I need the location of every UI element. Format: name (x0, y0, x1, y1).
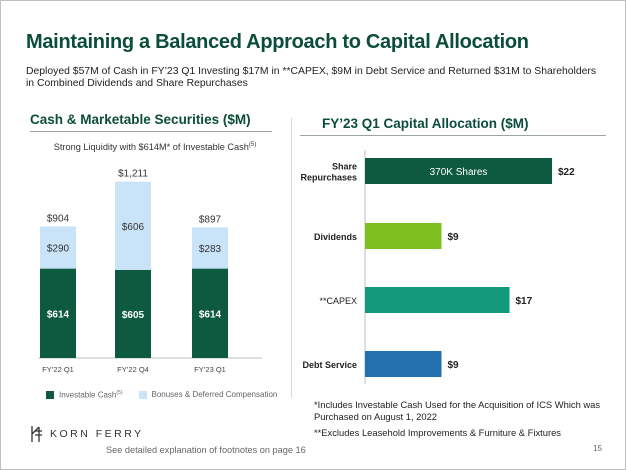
liquidity-note: Strong Liquidity with $614M* of Investab… (30, 142, 280, 152)
category-label: Share Repurchases (300, 162, 357, 183)
footnote-reference: See detailed explanation of footnotes on… (106, 445, 306, 455)
x-tick-label: FY’23 Q1 (194, 365, 226, 374)
data-label-investable-cash: $614 (199, 309, 222, 320)
data-label-total: $897 (199, 214, 222, 225)
legend-label-bonuses: Bonuses & Deferred Compensation (151, 390, 278, 400)
data-label-total: $904 (47, 213, 70, 224)
data-label-bonuses-deferred: $606 (122, 222, 145, 233)
data-label-total: $1,211 (118, 169, 148, 180)
chart-legend: Investable Cash(5) Bonuses & Deferred Co… (46, 390, 277, 400)
bar-bonuses-deferred (40, 226, 76, 269)
category-label: Debt Service (302, 360, 357, 370)
bar-capex (365, 287, 510, 313)
page-subtitle: Deployed $57M of Cash in FY’23 Q1 Invest… (26, 66, 597, 89)
bar-investable-cash (40, 268, 76, 358)
cash-stacked-bar-chart: $614 $290 $904 FY’22 Q1 $605 $606 $1,211 FY’22 … (38, 169, 262, 374)
category-label: **CAPEX (319, 296, 357, 306)
bar-investable-cash (115, 269, 151, 358)
value-label: $17 (516, 296, 533, 307)
data-label-investable-cash: $605 (122, 310, 145, 321)
legend-investable-cash-sup: (5) (116, 390, 123, 396)
data-label-bonuses-deferred: $283 (199, 244, 222, 255)
footnote-capex: **Excludes Leasehold Improvements & Furn… (314, 427, 561, 438)
bar-inner-label: 370K Shares (430, 167, 488, 178)
left-panel-title: Cash & Marketable Securities ($M) (30, 112, 251, 127)
left-title-rule (30, 131, 272, 132)
bar-bonuses-deferred (192, 227, 228, 269)
page-title: Maintaining a Balanced Approach to Capit… (26, 31, 529, 53)
capital-allocation-bar-chart: Share Repurchases $22 370K Shares Dividends $… (300, 150, 575, 384)
panel-divider (291, 118, 292, 398)
x-tick-label: FY’22 Q1 (42, 365, 74, 374)
data-label-investable-cash: $614 (47, 309, 70, 320)
liquidity-note-sup: (5) (248, 142, 257, 148)
x-tick-label: FY’22 Q4 (117, 365, 149, 374)
category-label: Dividends (314, 232, 357, 242)
right-title-rule (300, 135, 606, 136)
legend-swatch-investable-cash (46, 390, 54, 399)
korn-ferry-logo-mark (31, 426, 42, 442)
bar-investable-cash (192, 268, 228, 358)
logo-text: KORN FERRY (50, 428, 144, 440)
right-panel-title: FY’23 Q1 Capital Allocation ($M) (322, 116, 529, 131)
value-label: $9 (448, 232, 460, 243)
liquidity-note-text: Strong Liquidity with $614M* of Investab… (53, 142, 249, 153)
bar-share-repurchases (365, 158, 552, 184)
bar-bonuses-deferred (115, 181, 151, 270)
legend-swatch-bonuses (138, 390, 147, 399)
data-label-bonuses-deferred: $290 (47, 243, 70, 254)
legend-label-investable-cash: Investable Cash(5) (59, 390, 123, 400)
page-number: 15 (593, 444, 602, 453)
bar-dividends (365, 223, 442, 249)
korn-ferry-logo: KORN FERRY (30, 425, 144, 443)
bar-debt-service (365, 351, 442, 377)
legend-investable-cash-text: Investable Cash (59, 390, 117, 400)
footnote-ics: *Includes Investable Cash Used for the A… (314, 399, 601, 422)
value-label: $22 (558, 167, 575, 178)
value-label: $9 (448, 360, 460, 371)
